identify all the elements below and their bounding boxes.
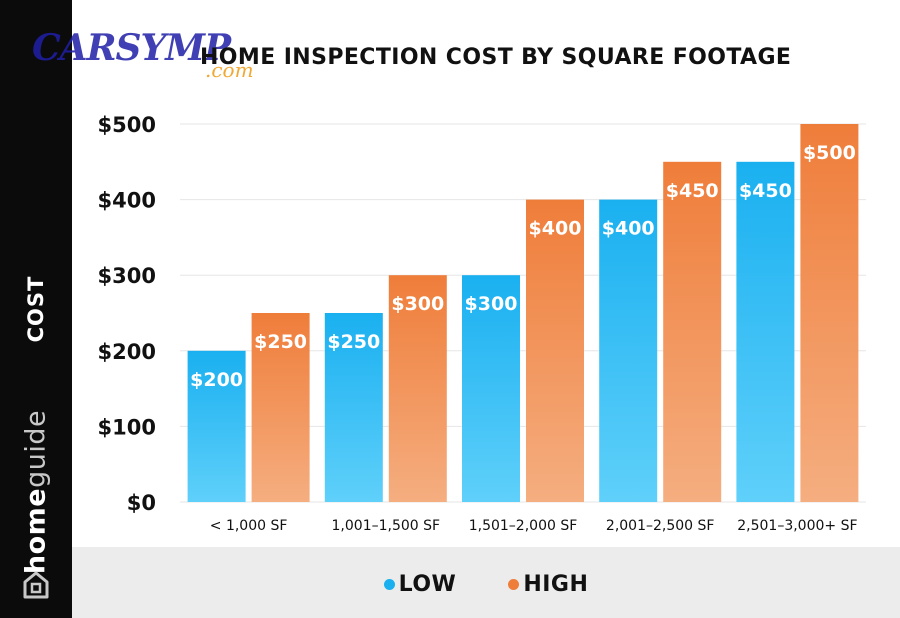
- bar-high: [388, 275, 447, 502]
- y-tick-label: $100: [98, 415, 156, 439]
- legend-label-high: HIGH: [523, 572, 589, 597]
- bar-low: [736, 161, 795, 503]
- legend-swatch-high: [508, 579, 520, 590]
- sidebar: COST homeguide: [0, 0, 72, 618]
- bar-high: [663, 161, 722, 503]
- chart-title: HOME INSPECTION COST BY SQUARE FOOTAGE: [200, 45, 792, 70]
- y-tick-label: $0: [127, 491, 156, 515]
- bars: $200 $250 $250 $300 $300 $400 $400 $450 $450 $500: [187, 124, 859, 503]
- x-axis-ticks: < 1,000 SF 1,001–1,500 SF 1,501–2,000 SF 2,…: [210, 518, 858, 534]
- legend-swatch-low: [383, 579, 395, 590]
- x-tick-label: 2,001–2,500 SF: [606, 518, 715, 534]
- bar-high: [800, 124, 859, 502]
- bar-value-label-low: $300: [465, 293, 518, 315]
- watermark-logo-domain: .com: [205, 58, 254, 82]
- bar-low: [599, 199, 658, 502]
- homeguide-house-icon: [23, 571, 49, 599]
- legend-item-low: LOW: [383, 572, 457, 597]
- bar-low: [324, 313, 383, 502]
- x-tick-label: 2,501–3,000+ SF: [737, 518, 857, 534]
- y-tick-label: $400: [98, 189, 156, 213]
- legend-band: LOW HIGH: [72, 547, 900, 618]
- bar-value-label-high: $250: [254, 331, 307, 353]
- y-tick-label: $500: [98, 113, 156, 137]
- bar-value-label-high: $450: [666, 180, 719, 202]
- bar-value-label-low: $450: [739, 180, 792, 202]
- bar-value-label-high: $500: [803, 142, 856, 164]
- x-tick-label: < 1,000 SF: [210, 518, 288, 534]
- bar-low: [462, 275, 520, 502]
- y-tick-label: $300: [98, 264, 156, 288]
- legend: LOW HIGH: [72, 572, 900, 597]
- bar-value-label-high: $400: [529, 218, 582, 240]
- bar-value-label-low: $250: [327, 331, 380, 353]
- y-axis-ticks: $0 $100 $200 $300 $400 $500: [98, 113, 156, 515]
- legend-label-low: LOW: [398, 572, 457, 597]
- x-tick-label: 1,001–1,500 SF: [332, 518, 441, 534]
- bar-value-label-high: $300: [391, 293, 444, 315]
- bar-value-label-low: $400: [602, 218, 655, 240]
- bar-low: [187, 350, 246, 502]
- y-tick-label: $200: [98, 340, 156, 364]
- bar-high: [251, 313, 310, 502]
- x-tick-label: 1,501–2,000 SF: [469, 518, 578, 534]
- watermark-logo: CARSYMP: [32, 27, 231, 69]
- legend-item-high: HIGH: [508, 572, 588, 597]
- bar-value-label-low: $200: [190, 369, 243, 391]
- bar-high: [526, 199, 584, 502]
